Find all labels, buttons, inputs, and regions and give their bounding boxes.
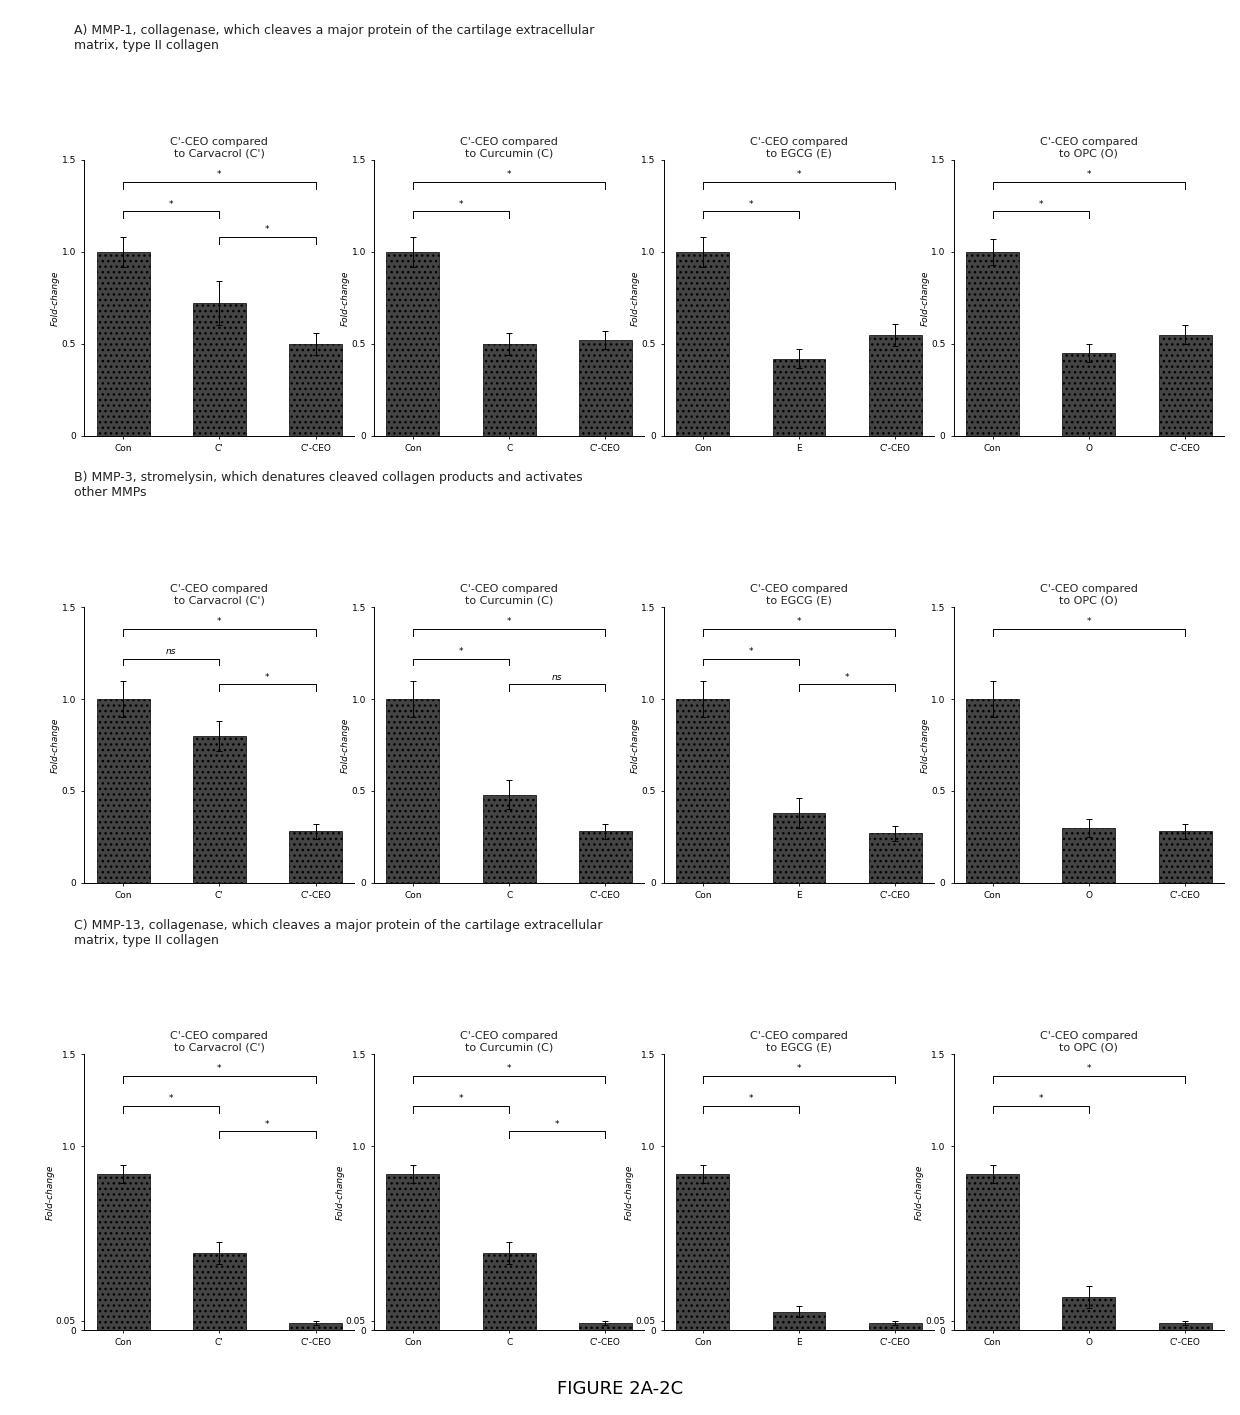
Bar [482, 1252, 536, 1330]
Text: C'-CEO compared
to OPC (O): C'-CEO compared to OPC (O) [1040, 1032, 1138, 1053]
Bar [1063, 828, 1115, 883]
Text: ns: ns [166, 647, 176, 655]
Bar [289, 344, 342, 436]
Text: *: * [1038, 200, 1043, 208]
Text: B) MMP-3, stromelysin, which denatures cleaved collagen products and activates
o: B) MMP-3, stromelysin, which denatures c… [74, 471, 583, 499]
Text: C'-CEO compared
to Carvacrol (C'): C'-CEO compared to Carvacrol (C') [170, 137, 268, 158]
Text: *: * [749, 200, 753, 208]
Text: C'-CEO compared
to Curcumin (C): C'-CEO compared to Curcumin (C) [460, 584, 558, 606]
Bar [773, 358, 826, 436]
Bar [387, 252, 439, 436]
Bar [289, 1323, 342, 1330]
Text: *: * [844, 672, 849, 682]
Bar [97, 699, 150, 883]
Bar [289, 832, 342, 883]
Bar [97, 1174, 150, 1330]
Text: C'-CEO compared
to Curcumin (C): C'-CEO compared to Curcumin (C) [460, 137, 558, 158]
Bar [676, 699, 729, 883]
Y-axis label: Fold-change: Fold-change [46, 1165, 55, 1220]
Text: C) MMP-13, collagenase, which cleaves a major protein of the cartilage extracell: C) MMP-13, collagenase, which cleaves a … [74, 918, 603, 947]
Bar [193, 303, 246, 436]
Bar [1063, 354, 1115, 436]
Text: *: * [556, 1119, 559, 1129]
Y-axis label: Fold-change: Fold-change [51, 270, 61, 325]
Text: *: * [169, 200, 174, 208]
Text: *: * [1086, 617, 1091, 627]
Text: *: * [265, 672, 270, 682]
Text: *: * [459, 647, 464, 655]
Y-axis label: Fold-change: Fold-change [625, 1165, 634, 1220]
Text: *: * [749, 647, 753, 655]
Y-axis label: Fold-change: Fold-change [915, 1165, 924, 1220]
Text: C'-CEO compared
to EGCG (E): C'-CEO compared to EGCG (E) [750, 1032, 848, 1053]
Text: C'-CEO compared
to OPC (O): C'-CEO compared to OPC (O) [1040, 584, 1138, 606]
Y-axis label: Fold-change: Fold-change [921, 717, 930, 773]
Text: *: * [1086, 1064, 1091, 1074]
Bar [966, 1174, 1019, 1330]
Text: C'-CEO compared
to Curcumin (C): C'-CEO compared to Curcumin (C) [460, 1032, 558, 1053]
Bar [193, 736, 246, 883]
Bar [579, 1323, 632, 1330]
Bar [193, 1252, 246, 1330]
Text: *: * [507, 170, 511, 180]
Bar [387, 699, 439, 883]
Text: *: * [797, 1064, 801, 1074]
Bar [869, 335, 921, 436]
Text: *: * [749, 1094, 753, 1102]
Bar [966, 252, 1019, 436]
Bar [773, 814, 826, 883]
Text: ns: ns [552, 672, 563, 682]
Bar [1158, 1323, 1211, 1330]
Text: C'-CEO compared
to OPC (O): C'-CEO compared to OPC (O) [1040, 137, 1138, 158]
Text: C'-CEO compared
to EGCG (E): C'-CEO compared to EGCG (E) [750, 584, 848, 606]
Y-axis label: Fold-change: Fold-change [921, 270, 930, 325]
Y-axis label: Fold-change: Fold-change [341, 270, 350, 325]
Bar [579, 340, 632, 436]
Bar [676, 252, 729, 436]
Text: *: * [797, 617, 801, 627]
Text: C'-CEO compared
to Carvacrol (C'): C'-CEO compared to Carvacrol (C') [170, 1032, 268, 1053]
Bar [482, 795, 536, 883]
Text: *: * [1086, 170, 1091, 180]
Text: C'-CEO compared
to Carvacrol (C'): C'-CEO compared to Carvacrol (C') [170, 584, 268, 606]
Text: *: * [217, 1064, 222, 1074]
Y-axis label: Fold-change: Fold-change [631, 717, 640, 773]
Text: FIGURE 2A-2C: FIGURE 2A-2C [557, 1380, 683, 1398]
Text: C'-CEO compared
to EGCG (E): C'-CEO compared to EGCG (E) [750, 137, 848, 158]
Bar [482, 344, 536, 436]
Text: *: * [217, 170, 222, 180]
Text: *: * [459, 200, 464, 208]
Text: *: * [507, 1064, 511, 1074]
Bar [579, 832, 632, 883]
Text: *: * [1038, 1094, 1043, 1102]
Y-axis label: Fold-change: Fold-change [51, 717, 61, 773]
Bar [1158, 335, 1211, 436]
Y-axis label: Fold-change: Fold-change [335, 1165, 345, 1220]
Text: A) MMP-1, collagenase, which cleaves a major protein of the cartilage extracellu: A) MMP-1, collagenase, which cleaves a m… [74, 24, 595, 52]
Y-axis label: Fold-change: Fold-change [341, 717, 350, 773]
Bar [387, 1174, 439, 1330]
Bar [1063, 1298, 1115, 1330]
Text: *: * [265, 1119, 270, 1129]
Text: *: * [459, 1094, 464, 1102]
Y-axis label: Fold-change: Fold-change [631, 270, 640, 325]
Text: *: * [169, 1094, 174, 1102]
Bar [97, 252, 150, 436]
Bar [1158, 832, 1211, 883]
Bar [869, 1323, 921, 1330]
Text: *: * [797, 170, 801, 180]
Bar [773, 1312, 826, 1330]
Text: *: * [217, 617, 222, 627]
Text: *: * [507, 617, 511, 627]
Bar [676, 1174, 729, 1330]
Bar [869, 833, 921, 883]
Bar [966, 699, 1019, 883]
Text: *: * [265, 225, 270, 235]
